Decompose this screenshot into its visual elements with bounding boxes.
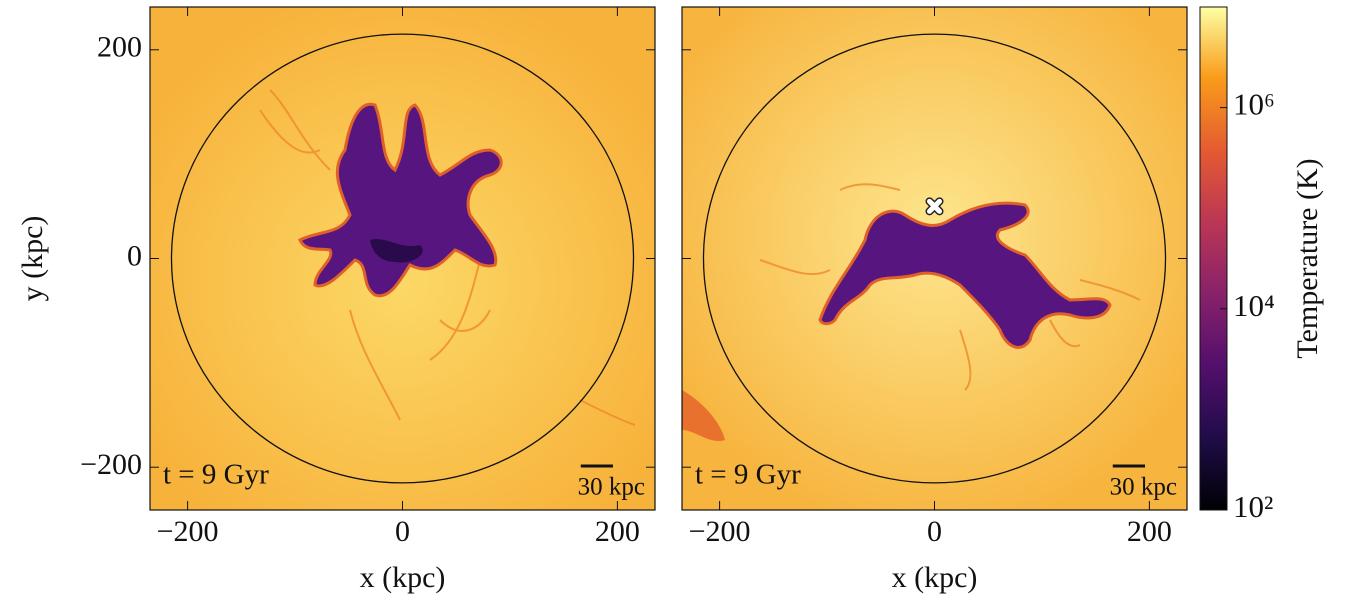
x-tick-label: −200 (157, 515, 219, 548)
x-tick-label: 0 (395, 515, 410, 548)
boundary-circle (170, 33, 635, 484)
x-axis-label: x (kpc) (892, 561, 978, 594)
x-tick-label: −200 (689, 515, 751, 548)
y-tick-label: −200 (80, 448, 142, 481)
scale-bar-label: 30 kpc (578, 474, 645, 501)
y-tick-label: 200 (97, 31, 142, 64)
marker-fill (927, 198, 942, 214)
temperature-map (682, 7, 1187, 510)
colorbar (1199, 6, 1228, 511)
x-tick-label: 200 (1127, 515, 1172, 548)
colorbar-tick-label: 10² (1233, 489, 1273, 524)
scale-bar-label: 30 kpc (1110, 474, 1177, 501)
y-axis-label: y (kpc) (16, 216, 49, 302)
x-tick-label: 0 (927, 515, 942, 548)
boundary-circle (702, 33, 1167, 484)
colorbar-tick-label: 10⁶ (1233, 87, 1275, 122)
colorbar-label: Temperature (K) (1291, 158, 1324, 358)
colorbar-tick-label: 10⁴ (1233, 288, 1275, 323)
x-axis-label: x (kpc) (360, 561, 446, 594)
time-annotation: t = 9 Gyr (695, 459, 801, 491)
time-annotation: t = 9 Gyr (163, 459, 269, 491)
temperature-map (150, 7, 655, 510)
x-tick-label: 200 (595, 515, 640, 548)
y-tick-label: 0 (127, 239, 142, 272)
